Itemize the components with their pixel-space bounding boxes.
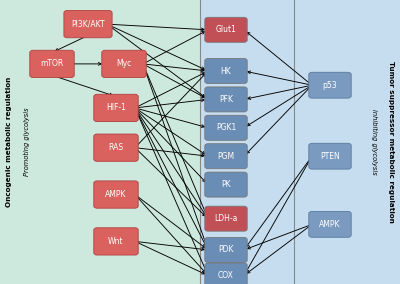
FancyBboxPatch shape bbox=[205, 87, 247, 112]
FancyBboxPatch shape bbox=[94, 228, 138, 255]
Text: PGK1: PGK1 bbox=[216, 123, 236, 132]
FancyBboxPatch shape bbox=[309, 211, 351, 237]
Text: Myc: Myc bbox=[116, 59, 132, 68]
FancyBboxPatch shape bbox=[205, 263, 247, 284]
FancyBboxPatch shape bbox=[205, 17, 247, 42]
Text: Glut1: Glut1 bbox=[216, 25, 236, 34]
FancyBboxPatch shape bbox=[205, 172, 247, 197]
Text: HK: HK bbox=[221, 66, 231, 76]
Bar bbox=[0, 0, 200, 284]
FancyBboxPatch shape bbox=[102, 50, 146, 78]
FancyBboxPatch shape bbox=[64, 11, 112, 38]
FancyBboxPatch shape bbox=[94, 134, 138, 161]
Text: COX: COX bbox=[218, 271, 234, 280]
Text: PI3K/AKT: PI3K/AKT bbox=[71, 20, 105, 29]
Text: HIF-1: HIF-1 bbox=[106, 103, 126, 112]
Text: AMPK: AMPK bbox=[105, 190, 127, 199]
FancyBboxPatch shape bbox=[205, 115, 247, 140]
FancyBboxPatch shape bbox=[309, 143, 351, 169]
Text: Tumor suppressor metabolic regulation: Tumor suppressor metabolic regulation bbox=[388, 61, 394, 223]
FancyBboxPatch shape bbox=[94, 181, 138, 208]
Text: PK: PK bbox=[221, 180, 231, 189]
FancyBboxPatch shape bbox=[205, 237, 247, 262]
FancyBboxPatch shape bbox=[205, 144, 247, 169]
FancyBboxPatch shape bbox=[205, 59, 247, 83]
FancyBboxPatch shape bbox=[30, 50, 74, 78]
Text: mTOR: mTOR bbox=[40, 59, 64, 68]
FancyBboxPatch shape bbox=[309, 72, 351, 98]
Text: LDH-a: LDH-a bbox=[214, 214, 238, 223]
Text: Promoting glycolysis: Promoting glycolysis bbox=[24, 108, 30, 176]
Text: PFK: PFK bbox=[219, 95, 233, 104]
Text: p53: p53 bbox=[323, 81, 337, 90]
Text: Wnt: Wnt bbox=[108, 237, 124, 246]
FancyBboxPatch shape bbox=[205, 206, 247, 231]
FancyBboxPatch shape bbox=[94, 94, 138, 122]
Text: PTEN: PTEN bbox=[320, 152, 340, 161]
Text: inhibiting glycolysis: inhibiting glycolysis bbox=[370, 109, 377, 175]
Text: RAS: RAS bbox=[108, 143, 124, 152]
Text: PDK: PDK bbox=[218, 245, 234, 254]
Text: Oncogenic metabolic regulation: Oncogenic metabolic regulation bbox=[6, 77, 12, 207]
Text: AMPK: AMPK bbox=[319, 220, 341, 229]
Text: PGM: PGM bbox=[218, 152, 234, 161]
Bar bbox=[200, 0, 400, 284]
